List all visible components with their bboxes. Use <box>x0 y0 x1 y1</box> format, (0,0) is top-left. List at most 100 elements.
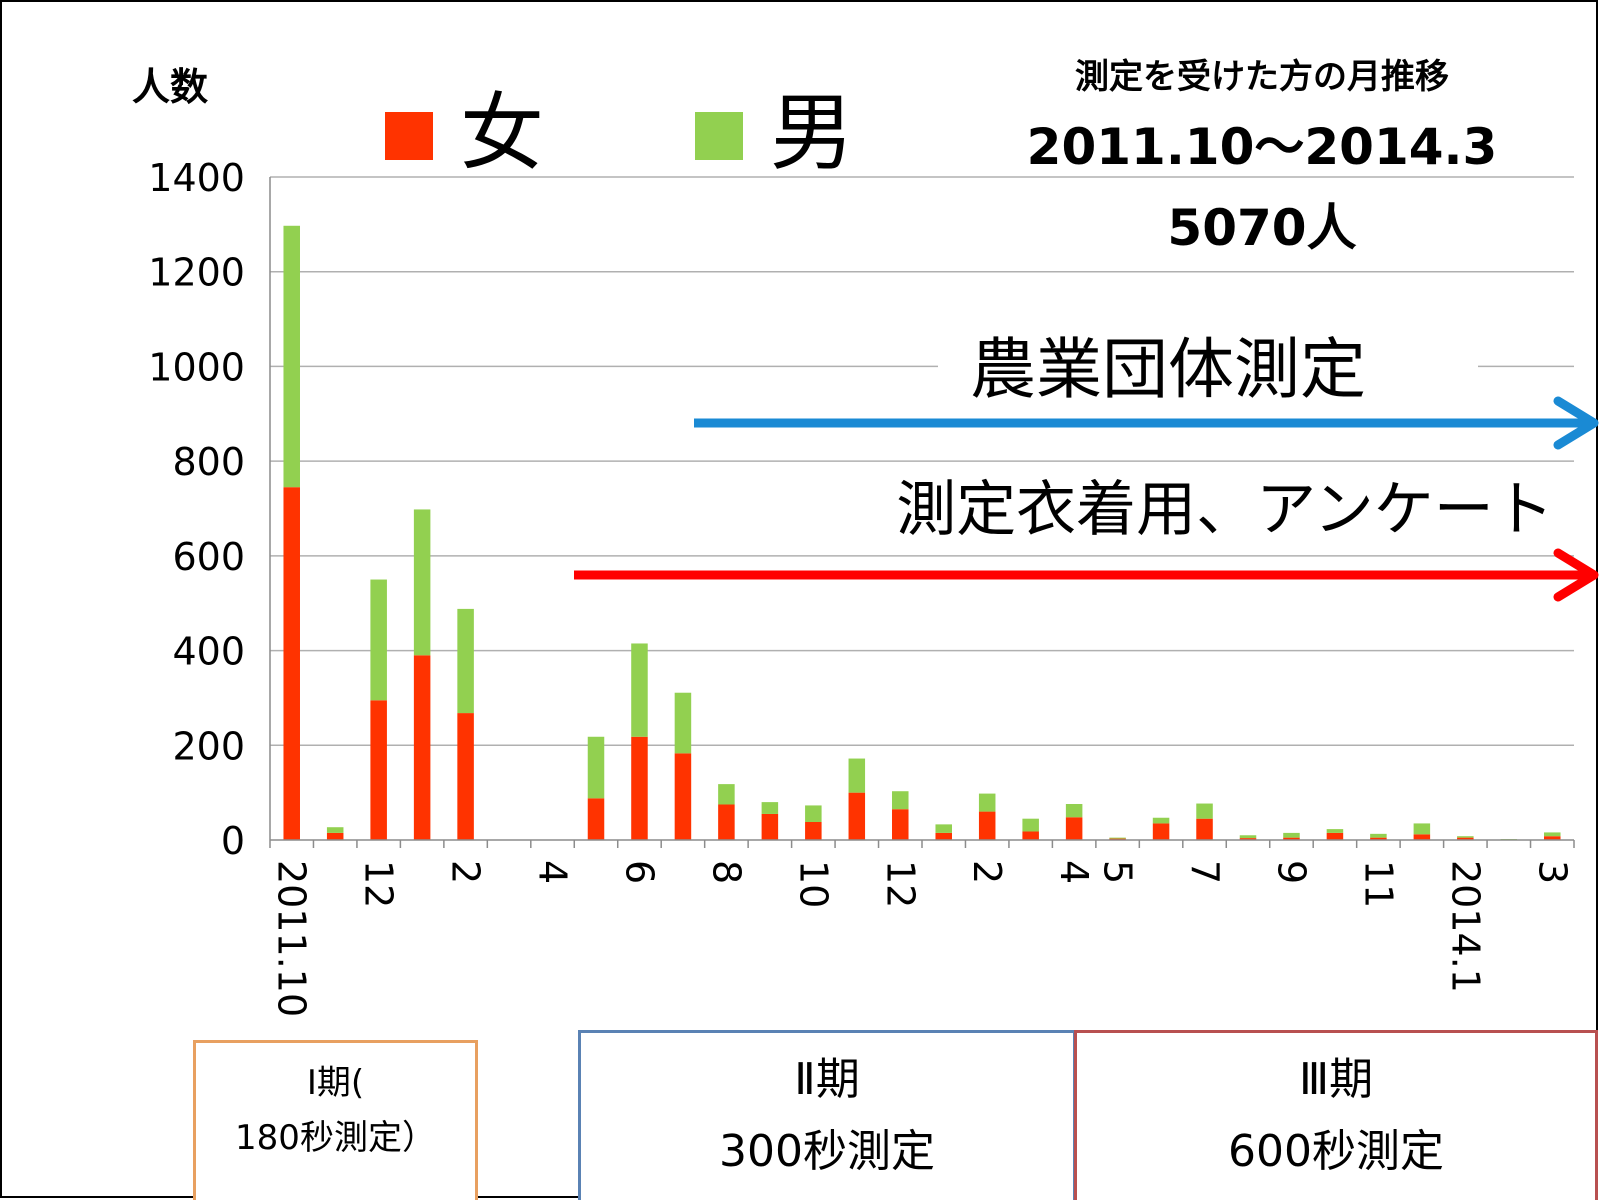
bar-male <box>631 643 648 737</box>
period-3-duration: 600秒測定 <box>1228 1126 1444 1177</box>
period-1-duration: 180秒測定） <box>235 1118 436 1158</box>
annotation-bg-1 <box>938 320 1478 410</box>
bars <box>283 225 1561 840</box>
x-tick-label: 2 <box>444 860 488 884</box>
x-tick-label: 4 <box>531 860 575 884</box>
bar-female <box>1544 836 1561 840</box>
bar-male <box>326 827 344 833</box>
bar-female <box>1239 838 1257 840</box>
bar-female <box>1370 837 1387 840</box>
y-tick-label: 0 <box>221 819 245 863</box>
x-tick-label: 8 <box>704 860 748 884</box>
y-tick-label: 800 <box>172 440 245 484</box>
bar-female <box>1022 831 1039 840</box>
bar-female <box>718 804 735 840</box>
period-2-title: Ⅱ期 <box>794 1054 860 1105</box>
bar-male <box>283 225 300 488</box>
bar-female <box>848 792 866 840</box>
bar-female <box>935 832 952 840</box>
bar-female <box>413 655 431 840</box>
x-tick-label: 2 <box>965 860 1009 884</box>
period-box-2: Ⅱ期 300秒測定 <box>578 1030 1076 1200</box>
period-3-title: Ⅲ期 <box>1298 1054 1374 1105</box>
bar-female <box>1326 832 1344 840</box>
annotation-agricultural: 農業団体測定 <box>970 331 1366 408</box>
chart-title: 測定を受けた方の月推移 <box>1075 57 1449 97</box>
bar-female <box>1283 837 1300 840</box>
bar-male <box>1022 818 1039 832</box>
bar-male <box>1239 835 1257 839</box>
bar-female <box>1457 837 1474 840</box>
bar-male <box>978 793 996 812</box>
bar-female <box>326 832 344 840</box>
bar-male <box>413 509 431 656</box>
x-tick-label: 6 <box>617 860 661 884</box>
bar-male <box>892 791 909 810</box>
bar-female <box>1065 817 1083 840</box>
x-tick-label: 2014.1 <box>1443 860 1487 993</box>
period-box-3: Ⅲ期 600秒測定 <box>1074 1030 1598 1200</box>
bar-female <box>892 809 909 840</box>
annotation-bg-2 <box>900 465 1550 555</box>
bar-male <box>1109 837 1126 839</box>
bar-male <box>1283 832 1300 838</box>
bar-male <box>761 802 779 814</box>
y-tick-label: 1400 <box>148 156 245 200</box>
x-tick-label: 3 <box>1530 860 1574 884</box>
y-tick-label: 1200 <box>148 251 245 295</box>
y-tick-label: 1000 <box>148 345 245 389</box>
bar-male <box>935 824 952 833</box>
bar-female <box>1152 823 1170 840</box>
bar-male <box>457 608 474 714</box>
arrow-agricultural-head <box>1553 396 1599 450</box>
annotation-survey: 測定衣着用、アンケート <box>896 475 1554 545</box>
y-axis-label: 人数 <box>132 65 208 109</box>
bar-male <box>1152 817 1170 824</box>
bar-male <box>674 692 692 754</box>
chart-subtitle-range: 2011.10〜2014.3 <box>1027 118 1498 176</box>
annotation-arrows <box>574 396 1599 602</box>
bar-female <box>674 753 692 840</box>
y-tick-label: 400 <box>172 630 245 674</box>
x-tick-label: 2011.10 <box>270 860 314 1017</box>
bar-female <box>631 736 648 840</box>
bar-female <box>370 700 387 840</box>
x-tick-label: 10 <box>791 860 835 908</box>
x-tick-label: 4 <box>1052 860 1096 884</box>
period-1-title: Ⅰ期( <box>306 1063 365 1103</box>
bar-male <box>370 579 387 701</box>
legend-label-female: 女 <box>460 84 544 182</box>
x-tick-label: 5 <box>1096 860 1140 884</box>
bar-female <box>587 798 605 840</box>
legend-label-male: 男 <box>770 84 854 182</box>
arrow-survey-head <box>1553 548 1599 602</box>
bar-female <box>805 822 822 840</box>
chart-subtitle-total: 5070人 <box>1167 199 1356 257</box>
bar-male <box>1457 836 1474 838</box>
legend-swatch-male <box>695 112 743 160</box>
bar-male <box>718 784 735 805</box>
bar-female <box>1196 818 1213 840</box>
bar-male <box>805 805 822 823</box>
bar-male <box>587 736 605 799</box>
y-tick-labels: 0 200 400 600 800 1000 1200 1400 <box>148 156 245 863</box>
x-tick-label: 12 <box>357 860 401 908</box>
x-tick-label: 12 <box>878 860 922 908</box>
x-tick-labels: 2011.10 12 2 4 6 8 10 12 2 4 5 7 9 11 2014.1 3 <box>270 860 1575 1017</box>
bar-male <box>1326 829 1344 833</box>
legend-swatch-female <box>385 112 433 160</box>
bar-female <box>978 811 996 840</box>
bar-male <box>1544 832 1561 837</box>
y-tick-label: 600 <box>172 535 245 579</box>
bar-female <box>283 487 300 840</box>
bar-female <box>457 713 474 840</box>
x-tick-label: 9 <box>1269 860 1313 884</box>
bar-male <box>848 758 866 793</box>
y-tick-label: 200 <box>172 724 245 768</box>
axes <box>269 177 1575 848</box>
bar-female <box>761 813 779 840</box>
bar-female <box>1413 834 1431 840</box>
bar-male <box>1370 833 1387 838</box>
period-box-1: Ⅰ期( 180秒測定） <box>193 1040 478 1200</box>
